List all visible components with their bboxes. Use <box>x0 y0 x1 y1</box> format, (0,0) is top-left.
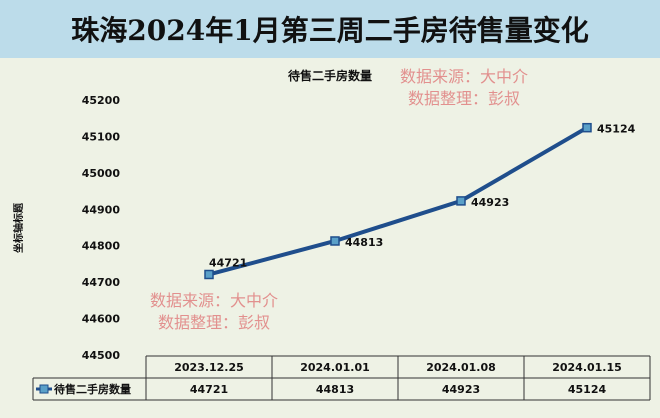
y-tick-label: 44800 <box>82 240 121 253</box>
y-tick-label: 45100 <box>82 130 121 143</box>
data-label: 45124 <box>597 123 636 136</box>
y-tick-label: 45200 <box>82 94 121 107</box>
legend-marker-icon <box>39 384 49 394</box>
watermark-left: 数据来源：大中介 数据整理：彭叔 <box>150 290 278 334</box>
x-category-label: 2023.12.25 <box>174 361 244 374</box>
data-label: 44721 <box>209 256 247 269</box>
y-tick-label: 44700 <box>82 276 121 289</box>
x-category-label: 2024.01.08 <box>426 361 496 374</box>
table-value: 44813 <box>316 383 354 396</box>
data-point <box>330 236 340 246</box>
table-value: 44721 <box>190 383 228 396</box>
watermark-line: 数据整理：彭叔 <box>158 313 271 332</box>
data-label: 44923 <box>471 196 509 209</box>
watermark-line: 数据来源：大中介 <box>400 67 529 86</box>
data-point <box>204 269 214 280</box>
x-category-label: 2024.01.01 <box>300 361 370 374</box>
page-title: 珠海2024年1月第三周二手房待售量变化 <box>71 14 589 47</box>
data-point <box>456 196 466 206</box>
legend-series-name: 待售二手房数量 <box>53 382 131 396</box>
data-point <box>582 122 592 133</box>
y-tick-label: 44600 <box>82 313 121 326</box>
chart-area <box>0 58 660 418</box>
chart-title: 待售二手房数量 <box>288 68 372 83</box>
watermark-line: 数据来源：大中介 <box>150 291 279 310</box>
y-axis-title: 坐标轴标题 <box>12 202 25 253</box>
y-tick-label: 44500 <box>82 349 121 362</box>
data-label: 44813 <box>345 236 383 249</box>
table-value: 44923 <box>442 383 480 396</box>
y-tick-label: 45000 <box>82 167 121 180</box>
watermark-line: 数据整理：彭叔 <box>408 89 521 108</box>
watermark-top: 数据来源：大中介 数据整理：彭叔 <box>400 66 528 110</box>
series-line <box>208 125 589 277</box>
x-category-label: 2024.01.15 <box>552 361 622 374</box>
y-tick-label: 44900 <box>82 203 121 216</box>
table-value: 45124 <box>568 383 607 396</box>
title-bar: 珠海2024年1月第三周二手房待售量变化 <box>0 0 660 58</box>
